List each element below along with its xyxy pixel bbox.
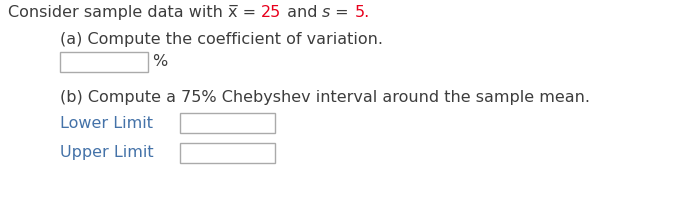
Text: s: s bbox=[322, 5, 331, 20]
Text: =: = bbox=[331, 5, 354, 20]
Bar bbox=[180, 113, 275, 133]
Text: and: and bbox=[281, 5, 322, 20]
Bar bbox=[180, 143, 275, 163]
Text: %: % bbox=[152, 54, 167, 70]
Text: Consider sample data with x̅ =: Consider sample data with x̅ = bbox=[8, 5, 261, 20]
Text: (b) Compute a 75% Chebyshev interval around the sample mean.: (b) Compute a 75% Chebyshev interval aro… bbox=[60, 90, 590, 105]
Text: 25: 25 bbox=[261, 5, 281, 20]
Text: Upper Limit: Upper Limit bbox=[60, 145, 153, 161]
Text: (a) Compute the coefficient of variation.: (a) Compute the coefficient of variation… bbox=[60, 32, 383, 47]
Bar bbox=[60, 52, 148, 72]
Text: Lower Limit: Lower Limit bbox=[60, 115, 153, 131]
Text: 5.: 5. bbox=[354, 5, 370, 20]
